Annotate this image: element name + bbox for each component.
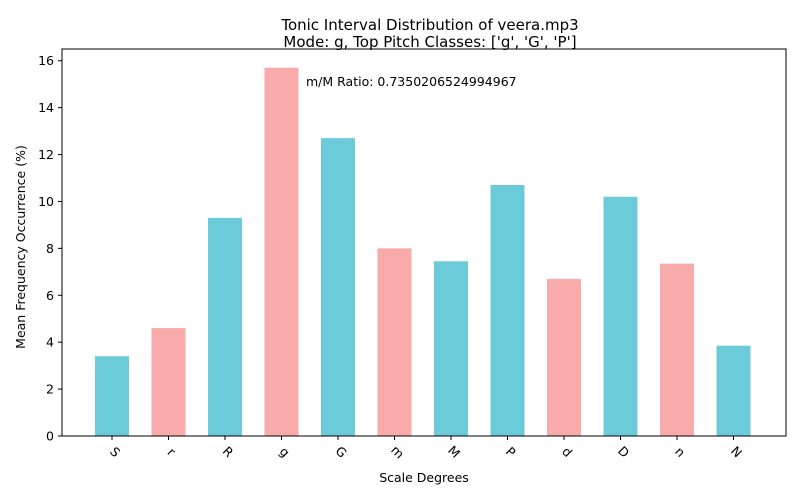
y-tick-label: 10 bbox=[38, 194, 54, 209]
x-tick-label-R: R bbox=[220, 443, 237, 460]
y-tick-label: 0 bbox=[46, 429, 54, 444]
x-tick-label-g: g bbox=[277, 444, 293, 460]
plot-frame bbox=[61, 48, 787, 437]
y-tick-label: 12 bbox=[38, 147, 54, 162]
y-tick-label: 6 bbox=[46, 288, 54, 303]
ratio-annotation: m/M Ratio: 0.7350206524994967 bbox=[306, 74, 517, 89]
chart-title-line2: Mode: g, Top Pitch Classes: ['g', 'G', '… bbox=[283, 33, 576, 51]
bar-G bbox=[321, 138, 355, 437]
x-tick-label-P: P bbox=[503, 444, 519, 460]
x-tick-label-r: r bbox=[165, 445, 180, 460]
bar-r bbox=[151, 328, 186, 436]
x-tick-label-d: d bbox=[559, 444, 575, 460]
x-tick-label-M: M bbox=[445, 443, 463, 461]
y-tick-label: 16 bbox=[38, 53, 54, 68]
y-axis: 0 2 4 6 8 10 12 14 16 bbox=[38, 53, 62, 444]
bar-m bbox=[377, 248, 412, 436]
bar-M bbox=[434, 261, 468, 436]
bar-N bbox=[716, 345, 751, 436]
bar-R bbox=[208, 217, 242, 436]
y-tick-label: 4 bbox=[46, 335, 54, 350]
x-tick-label-m: m bbox=[388, 442, 407, 461]
x-axis-label: Scale Degrees bbox=[379, 470, 469, 485]
x-tick-label-G: G bbox=[332, 443, 349, 460]
y-tick-label: 14 bbox=[38, 100, 54, 115]
bar-D bbox=[603, 196, 638, 436]
x-tick-label-D: D bbox=[615, 443, 632, 460]
x-tick-label-S: S bbox=[107, 444, 123, 460]
bar-g bbox=[264, 67, 299, 436]
y-axis-label: Mean Frequency Occurrence (%) bbox=[13, 145, 28, 349]
x-tick-label-N: N bbox=[728, 443, 745, 460]
y-tick-label: 8 bbox=[46, 241, 54, 256]
x-tick-label-n: n bbox=[672, 444, 688, 460]
y-tick-label: 2 bbox=[46, 382, 54, 397]
bars-group bbox=[95, 67, 751, 437]
bar-n bbox=[660, 263, 694, 436]
bar-d bbox=[547, 278, 581, 436]
bar-S bbox=[95, 356, 129, 436]
bar-P bbox=[490, 185, 525, 436]
chart-title-line1: Tonic Interval Distribution of veera.mp3 bbox=[280, 16, 578, 34]
